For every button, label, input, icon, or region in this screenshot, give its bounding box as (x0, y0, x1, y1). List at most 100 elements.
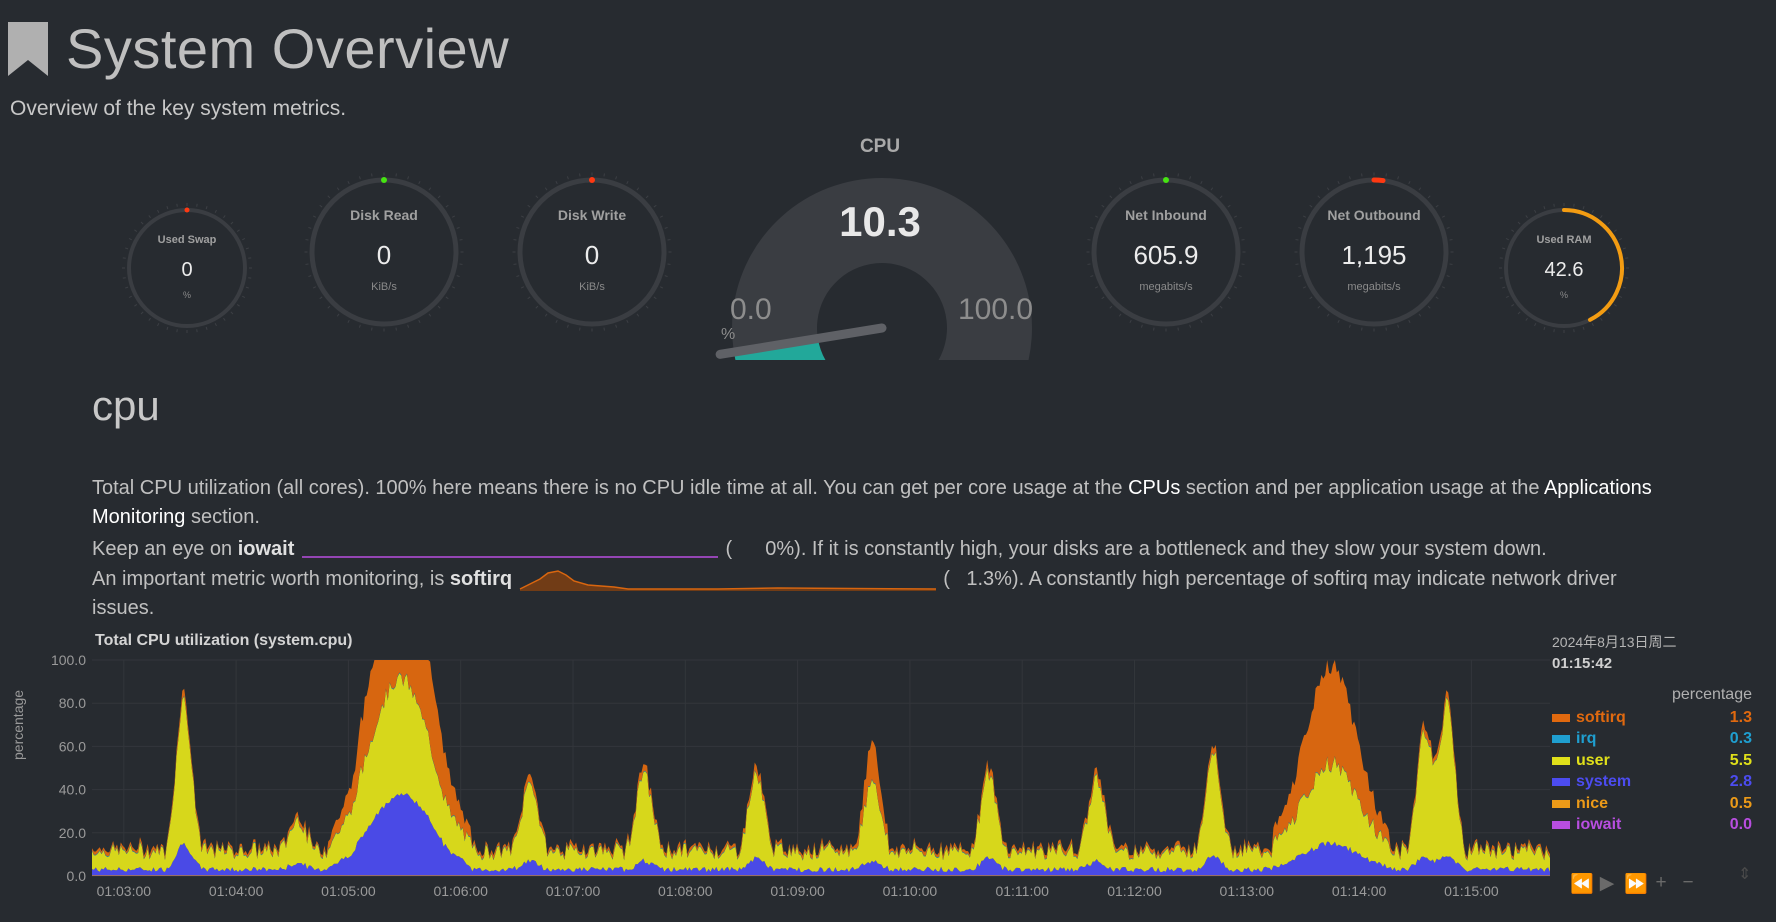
gauge-tick (1302, 215, 1307, 218)
disk-read-gauge[interactable]: Disk Read 0 KiB/s (294, 162, 474, 352)
gauge-tick (1317, 305, 1321, 309)
resize-handle[interactable]: ⇕ (1738, 866, 1752, 883)
gauge-tick (1337, 319, 1340, 324)
legend-item-irq[interactable]: irq 0.3 (1552, 729, 1752, 751)
gauge-tick (456, 275, 460, 278)
gauge-tick (664, 226, 668, 229)
legend-swatch (1552, 778, 1570, 787)
gauge-tick (1619, 238, 1623, 241)
gauge-tick (308, 275, 312, 278)
cpu-gauge-track (732, 178, 1032, 360)
rewind-button[interactable]: ⏪ (1570, 874, 1594, 895)
gauge-tick (1435, 204, 1439, 208)
y-tick-label: 60.0 (59, 738, 86, 754)
page-title: System Overview (66, 17, 510, 80)
gauge-tick (645, 195, 649, 199)
gauge-tick (1326, 187, 1330, 191)
applications-link[interactable]: Applications (1543, 477, 1652, 499)
x-tick-label: 01:11:00 (995, 883, 1049, 899)
gauge-tick (1101, 204, 1105, 208)
cpu-utilization-chart[interactable]: 0.0 20.0 40.0 60.0 80.0 100.0 01:03:00 01:04:00… (40, 648, 1550, 902)
gauge-tick (1397, 324, 1400, 328)
softirq-line: An important metric worth monitoring, is… (92, 565, 1752, 623)
gauge-tick (1094, 286, 1099, 289)
legend-item-iowait[interactable]: iowait 0.0 (1552, 815, 1752, 837)
legend-item-user[interactable]: user 5.5 (1552, 750, 1752, 772)
gauge-tick (134, 304, 138, 307)
zoom-out-button[interactable]: − (1682, 872, 1694, 893)
gauge-tick (1408, 319, 1411, 324)
cpu-gauge[interactable] (710, 150, 1050, 360)
gauge-tick (1118, 187, 1122, 191)
legend-swatch (1552, 756, 1570, 765)
gauge-tick (1427, 195, 1431, 199)
gauge-tick (245, 247, 249, 250)
legend-series-value: 0.0 (1729, 816, 1752, 834)
gauge-tick (347, 180, 350, 185)
chart-y-axis-label: percentage (10, 689, 26, 760)
series-area-system (92, 793, 1550, 876)
used-ram-unit: % (1559, 290, 1568, 300)
desc-text: ). If it is constantly high, your disks … (794, 538, 1547, 560)
used-swap-gauge[interactable]: Used Swap 0 % (117, 188, 257, 348)
gauge-tick (358, 176, 361, 180)
legend-series-name: nice (1576, 794, 1609, 812)
gauge-tick (1227, 296, 1231, 300)
gauge-tick (659, 286, 664, 289)
gauge-tick (1517, 311, 1521, 315)
x-tick-label: 01:13:00 (1220, 883, 1275, 899)
gauge-tick (1543, 326, 1546, 330)
used-ram-gauge[interactable]: Used RAM 42.6 % (1494, 188, 1634, 348)
net-inbound-dial (1086, 172, 1246, 332)
cpu-gauge-value: 10.3 (839, 198, 921, 245)
gauge-tick (327, 195, 331, 199)
used-swap-value: 0 (181, 259, 193, 281)
gauge-tick (205, 206, 208, 210)
gauge-marker (381, 177, 387, 183)
zoom-in-button[interactable]: + (1655, 872, 1667, 893)
gauge-tick (516, 226, 520, 229)
gauge-tick (1600, 317, 1603, 321)
gauge-tick (1189, 324, 1192, 328)
gauge-tick (1502, 247, 1506, 250)
gauge-tick (1446, 275, 1450, 278)
legend-item-nice[interactable]: nice 0.5 (1552, 793, 1752, 815)
gauge-tick (358, 324, 361, 328)
gauge-fill (1562, 208, 1624, 322)
legend-item-system[interactable]: system 2.8 (1552, 772, 1752, 794)
legend-series-name: irq (1576, 730, 1597, 748)
legend-item-softirq[interactable]: softirq 1.3 (1552, 707, 1752, 729)
net-inbound-gauge[interactable]: Net Inbound 605.9 megabits/s (1076, 162, 1256, 352)
y-tick-label: 40.0 (59, 782, 86, 798)
softirq-value: 1.3% (966, 568, 1012, 590)
gauge-tick (555, 180, 558, 185)
gauge-tick (214, 323, 217, 327)
desc-text: Keep an eye on (92, 538, 238, 560)
series-area-nice (92, 875, 1550, 876)
disk-write-gauge[interactable]: Disk Write 0 KiB/s (502, 162, 682, 352)
gauge-tick (615, 176, 618, 180)
iowait-sparkline[interactable] (300, 539, 720, 561)
gauge-tick (1622, 247, 1626, 250)
gauge-tick (166, 206, 169, 210)
gauge-tick (242, 238, 246, 241)
gauge-tick (1219, 195, 1223, 199)
gauge-tick (636, 187, 640, 191)
gauge-tick (1094, 215, 1099, 218)
gauge-tick (1189, 176, 1192, 180)
cpu-gauge-unit: % (721, 326, 736, 343)
cpus-link[interactable]: CPUs (1128, 477, 1181, 499)
forward-button[interactable]: ⏩ (1624, 874, 1648, 895)
net-outbound-gauge[interactable]: Net Outbound 1,195 megabits/s (1284, 162, 1464, 352)
softirq-sparkline[interactable] (518, 567, 938, 593)
gauge-tick (520, 286, 525, 289)
play-button[interactable]: ▶ (1599, 873, 1615, 894)
gauge-tick (1227, 204, 1231, 208)
gauge-tick (1613, 304, 1617, 307)
x-tick-label: 01:04:00 (209, 883, 264, 899)
applications-monitoring-link[interactable]: Monitoring (92, 506, 186, 528)
gauge-tick (128, 295, 132, 298)
bookmark-icon (8, 21, 48, 76)
disk-read-unit: KiB/s (371, 281, 397, 293)
gauge-tick (636, 313, 640, 317)
